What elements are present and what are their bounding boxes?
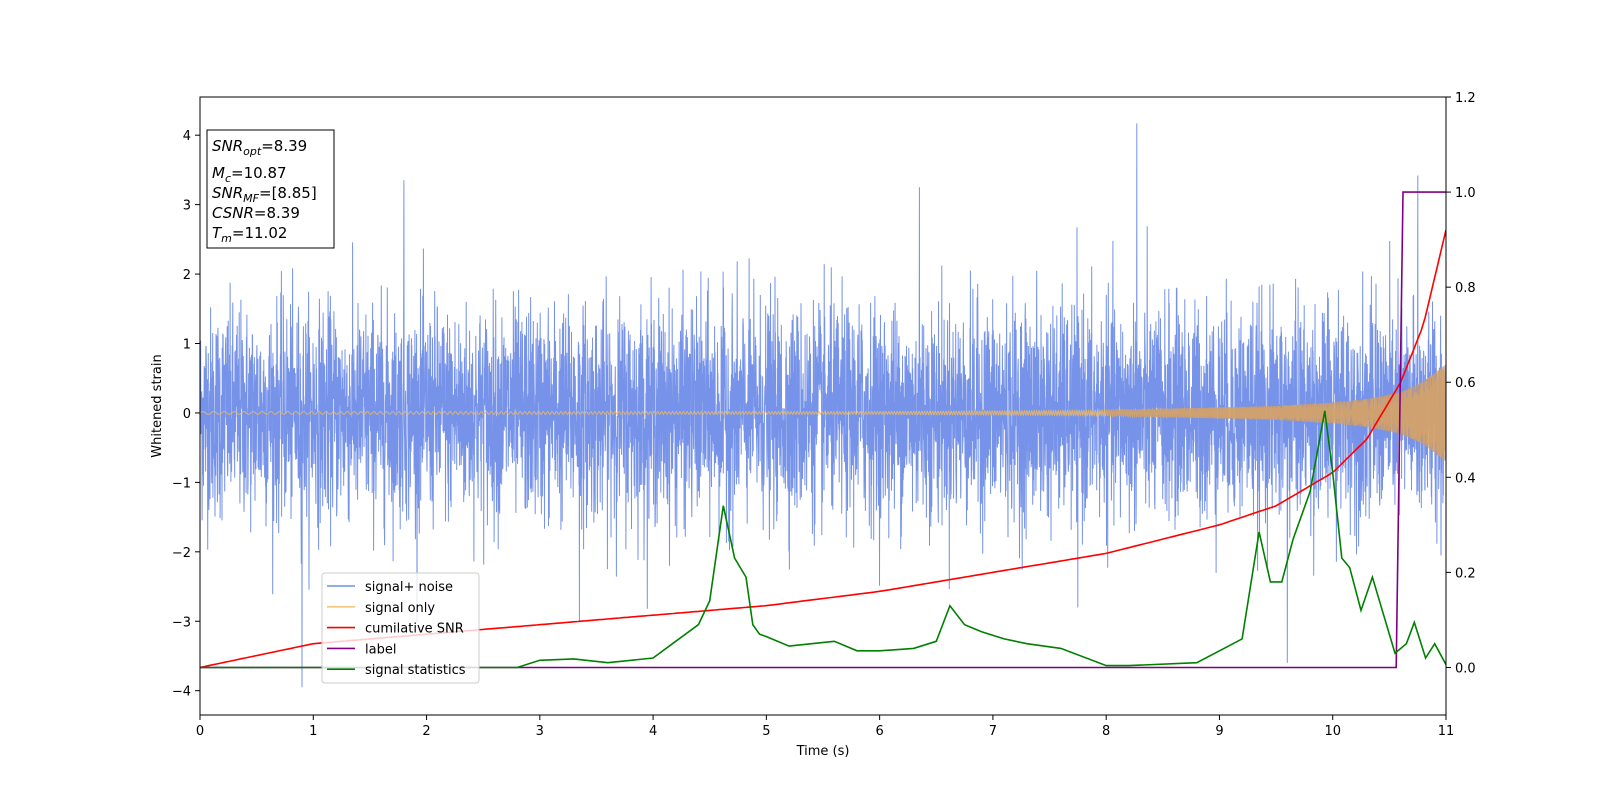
signal-plus-noise-line — [200, 123, 1446, 688]
annotation-frame — [206, 129, 335, 249]
x-tick-label: 1 — [309, 724, 317, 739]
annotation-line: Tm=11.02 — [212, 224, 287, 245]
y-tick-label: −4 — [172, 685, 191, 700]
plot-frame — [199, 96, 1447, 716]
y-tick-label: 2 — [183, 268, 191, 283]
annotation-line: CSNR=8.39 — [212, 204, 300, 222]
y2-tick-label: 0.8 — [1455, 281, 1476, 296]
x-axis-ticks: 0 1 2 3 4 5 6 7 8 9 10 11 — [196, 715, 1454, 739]
y-axis-ticks: 4 3 2 1 0 −1 −2 −3 −4 — [172, 129, 200, 700]
y2-tick-label: 1.0 — [1455, 186, 1476, 201]
y2-tick-label: 0.0 — [1455, 661, 1476, 676]
annotation-line: SNRopt=8.39 — [212, 137, 307, 158]
y2-axis-ticks: 1.2 1.0 0.8 0.6 0.4 0.2 0.0 — [1446, 91, 1476, 676]
y-tick-label: 4 — [183, 129, 191, 144]
y2-tick-label: 0.4 — [1455, 471, 1476, 486]
series-signal-only — [200, 364, 1446, 462]
legend-entry: cumilative SNR — [365, 622, 464, 637]
y-axis-label: Whitened strain — [150, 354, 165, 457]
x-tick-label: 10 — [1324, 724, 1341, 739]
legend-entry: label — [365, 642, 396, 657]
y-tick-label: −1 — [172, 476, 191, 491]
series-line-signal-statistics — [200, 410, 1446, 669]
legend-entry: signal statistics — [365, 663, 466, 678]
y-tick-label: −2 — [172, 546, 191, 561]
x-tick-label: 2 — [422, 724, 430, 739]
annotation-line: Mc=10.87 — [212, 164, 287, 185]
x-tick-label: 0 — [196, 724, 204, 739]
y-tick-label: 0 — [183, 407, 191, 422]
x-tick-label: 9 — [1215, 724, 1223, 739]
y2-tick-label: 0.2 — [1455, 566, 1476, 581]
signal-only-envelope — [1106, 364, 1446, 462]
x-tick-label: 3 — [536, 724, 544, 739]
y-tick-label: 3 — [183, 199, 191, 214]
series-line-label — [200, 191, 1446, 669]
x-tick-label: 8 — [1102, 724, 1110, 739]
x-tick-label: 6 — [875, 724, 883, 739]
annotation-line: SNRMF=[8.85] — [212, 184, 317, 205]
annotation-box: SNRopt=8.39 Mc=10.87SNRMF=[8.85]CSNR=8.39… — [206, 129, 335, 249]
x-tick-label: 11 — [1438, 724, 1455, 739]
legend-entry: signal only — [365, 601, 435, 616]
x-tick-label: 5 — [762, 724, 770, 739]
legend: signal+ noise signal only cumilative SNR la… — [321, 572, 480, 684]
legend-entry: signal+ noise — [365, 580, 453, 595]
y-tick-label: 1 — [183, 338, 191, 353]
y-tick-label: −3 — [172, 615, 191, 630]
y2-tick-label: 0.6 — [1455, 376, 1476, 391]
y2-tick-label: 1.2 — [1455, 91, 1476, 106]
x-axis-label: Time (s) — [796, 744, 850, 759]
legend-frame — [321, 572, 480, 684]
x-tick-label: 4 — [649, 724, 657, 739]
x-tick-label: 7 — [989, 724, 997, 739]
series-signal-plus-noise — [200, 123, 1446, 688]
